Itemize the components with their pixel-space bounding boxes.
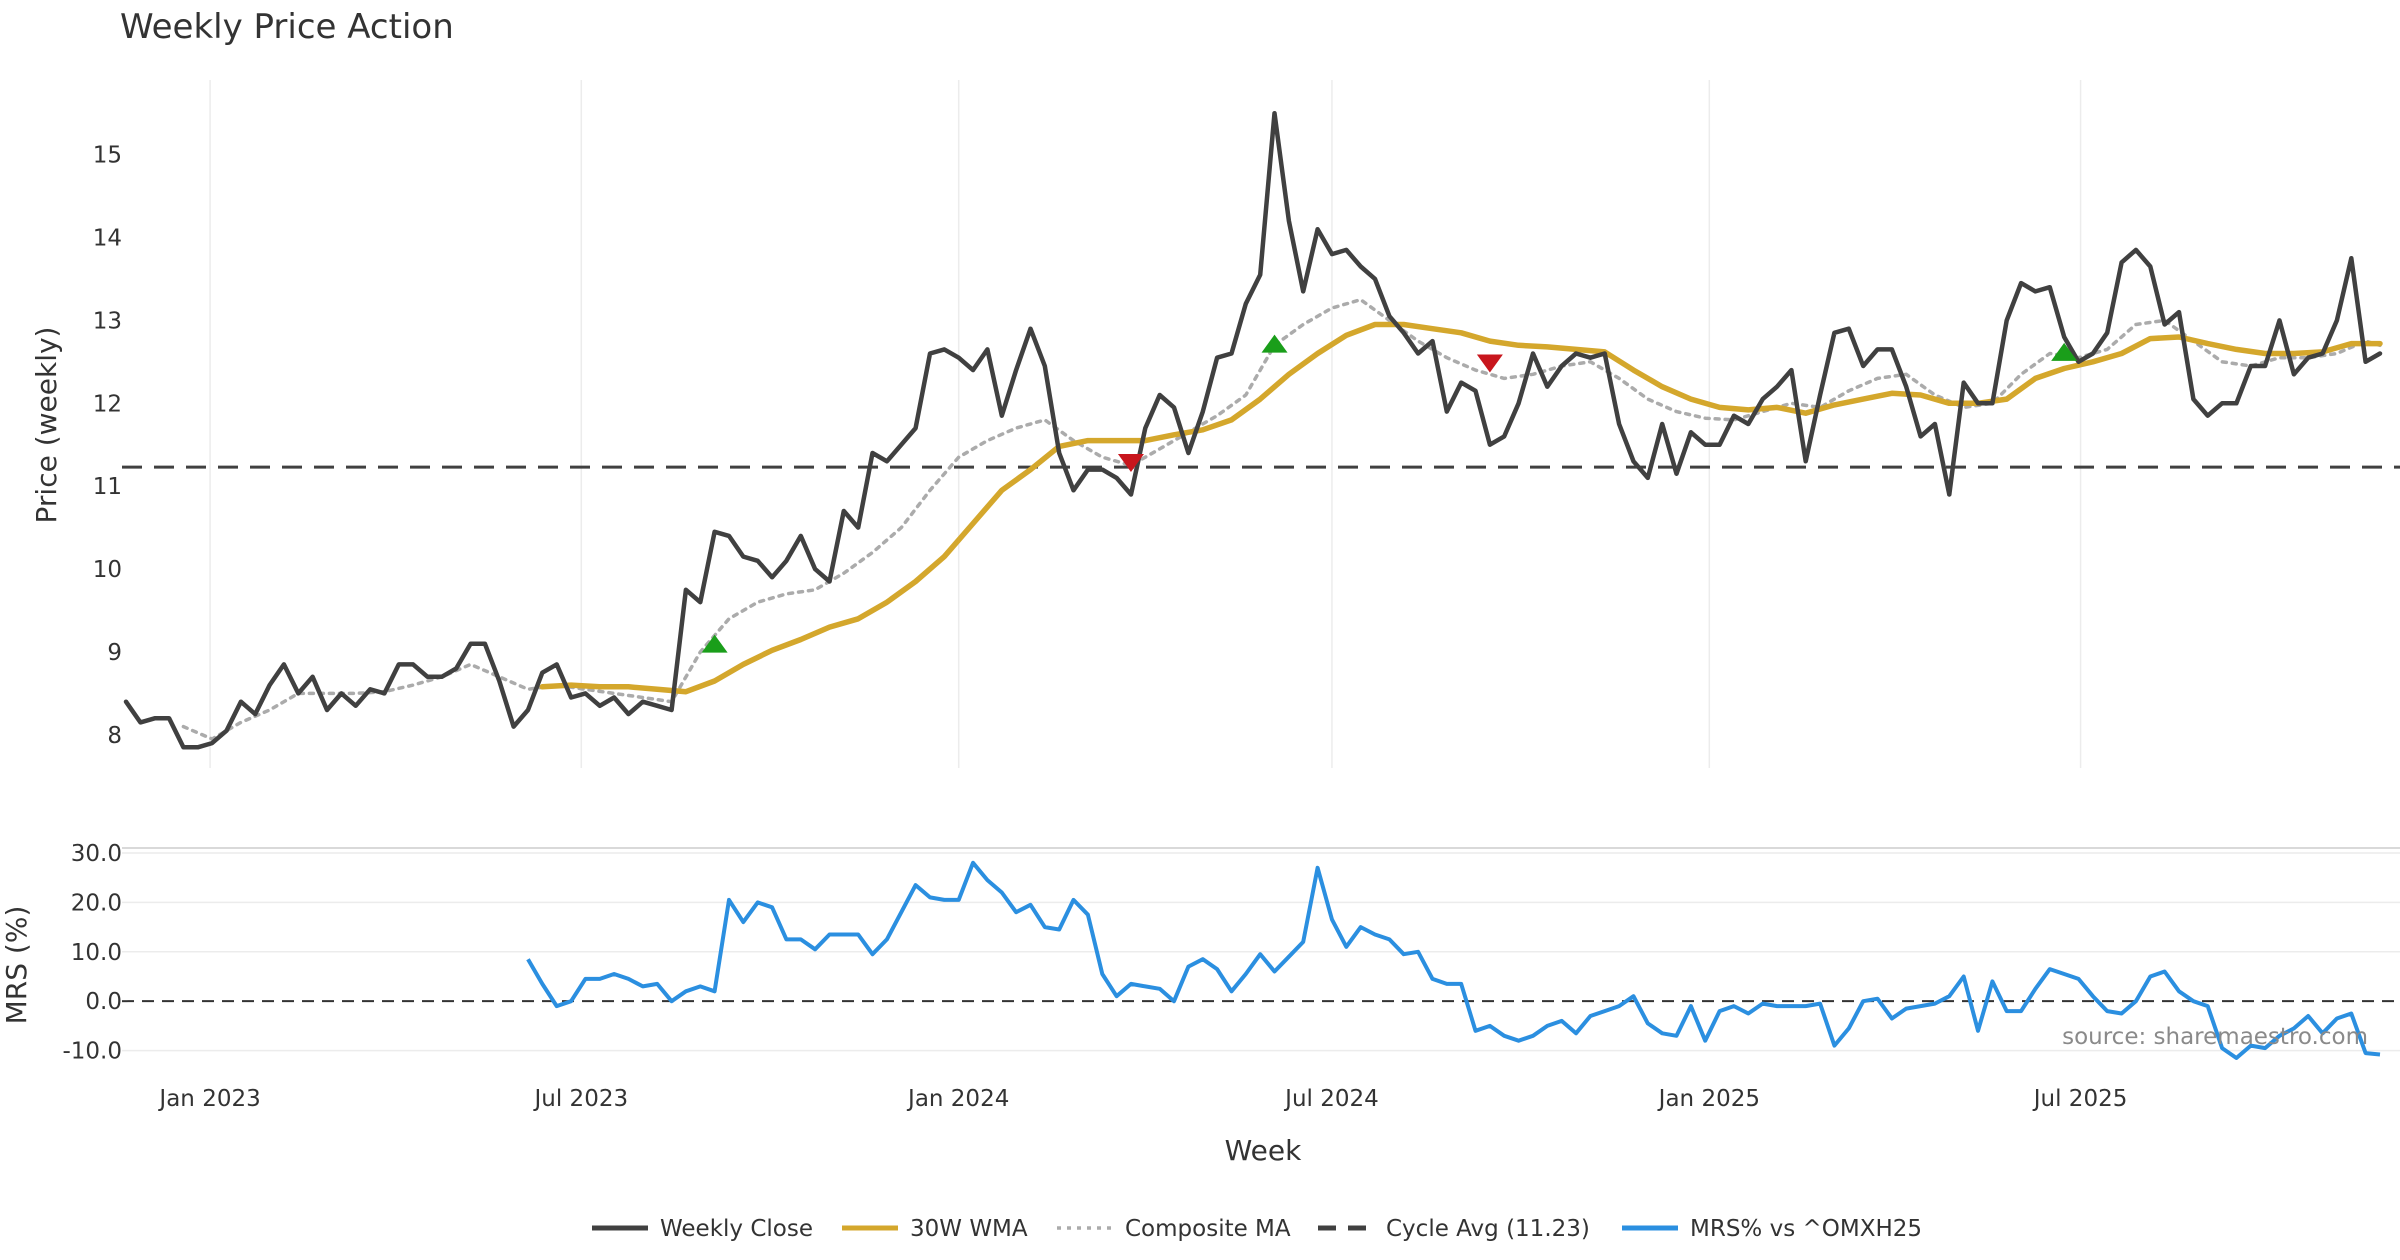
signal-markers	[701, 334, 2078, 653]
x-tick-label: Jan 2024	[906, 1086, 1009, 1112]
mrs-y-ticks: 30.0 20.0 10.0 0.0 -10.0	[62, 841, 122, 1065]
legend: Weekly Close 30W WMA Composite MA Cycle Avg…	[592, 1216, 1922, 1242]
price-y-tick-label: 15	[93, 143, 122, 169]
legend-label: Cycle Avg (11.23)	[1386, 1216, 1590, 1242]
price-y-ticks: 8 9 10 11 12 13 14 15	[93, 143, 122, 749]
sell-signal-marker	[1476, 354, 1503, 373]
x-tick-label: Jan 2023	[157, 1086, 260, 1112]
mrs-line	[526, 860, 2381, 1060]
mrs-y-tick-label: 10.0	[71, 940, 122, 966]
legend-label: Weekly Close	[660, 1216, 813, 1242]
x-tick-label: Jul 2023	[533, 1086, 629, 1112]
mrs-series-lines	[526, 860, 2381, 1060]
price-series-lines	[122, 110, 2400, 750]
x-ticks: Jan 2023 Jul 2023 Jan 2024 Jul 2024 Jan 2025…	[157, 1086, 2127, 1112]
buy-signal-marker	[1261, 334, 1288, 353]
price-y-tick-label: 11	[93, 474, 122, 500]
price-y-tick-label: 10	[93, 557, 122, 583]
legend-label: 30W WMA	[910, 1216, 1028, 1242]
x-tick-label: Jul 2024	[1283, 1086, 1379, 1112]
price-y-tick-label: 12	[93, 391, 122, 417]
source-note: source: sharemaestro.com	[2062, 1024, 2368, 1050]
price-grid	[209, 80, 2082, 768]
mrs-y-tick-label: -10.0	[62, 1039, 122, 1065]
x-tick-label: Jan 2025	[1657, 1086, 1760, 1112]
legend-label: Composite MA	[1125, 1216, 1291, 1242]
x-axis-label: Week	[1225, 1134, 1302, 1167]
mrs-y-tick-label: 30.0	[71, 841, 122, 867]
price-y-tick-label: 14	[93, 225, 122, 251]
mrs-y-tick-label: 0.0	[85, 989, 122, 1015]
buy-signal-marker	[701, 634, 728, 653]
price-y-tick-label: 13	[93, 308, 122, 334]
chart-title: Weekly Price Action	[120, 7, 454, 47]
price-y-tick-label: 8	[107, 723, 122, 749]
sell-signal-marker	[1117, 453, 1144, 472]
wma-30w-line	[539, 321, 2383, 695]
buy-signal-marker	[2051, 342, 2078, 361]
x-tick-label: Jul 2025	[2032, 1086, 2128, 1112]
price-y-axis-label: Price (weekly)	[30, 327, 63, 524]
legend-label: MRS% vs ^OMXH25	[1690, 1216, 1922, 1242]
price-y-tick-label: 9	[107, 640, 122, 666]
mrs-y-tick-label: 20.0	[71, 890, 122, 916]
weekly-close-line	[123, 110, 2383, 750]
mrs-grid	[122, 847, 2400, 1052]
composite-ma-line	[181, 297, 2382, 741]
mrs-y-axis-label: MRS (%)	[0, 906, 33, 1025]
